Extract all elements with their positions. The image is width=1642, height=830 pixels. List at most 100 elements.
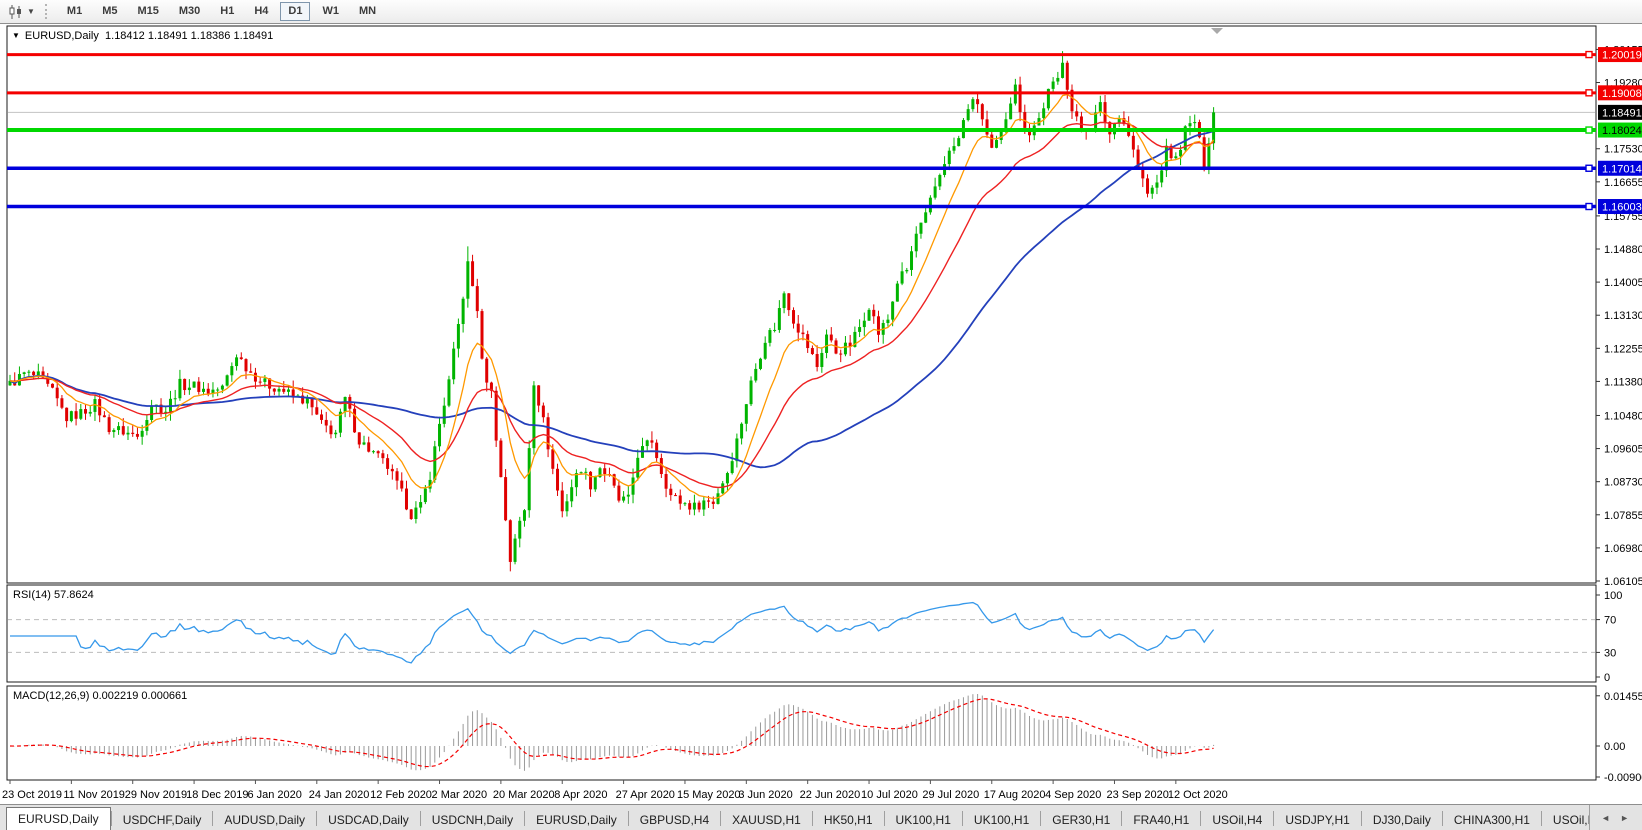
- chart-tab-usdcad-daily[interactable]: USDCAD,Daily: [328, 813, 409, 827]
- candle-body: [371, 451, 375, 453]
- chart-tab-dj30-daily[interactable]: DJ30,Daily: [1372, 813, 1431, 827]
- candlestick-chart-icon[interactable]: [6, 3, 26, 21]
- price-tick-label[interactable]: 1.14880: [1604, 244, 1642, 256]
- line-handle[interactable]: [1585, 50, 1593, 59]
- price-tick-label[interactable]: 1.07855: [1604, 510, 1642, 522]
- chart-type-dropdown-icon[interactable]: ▼: [27, 7, 35, 16]
- candle-body: [192, 381, 196, 388]
- candle-body: [522, 510, 526, 521]
- candle-body: [598, 468, 602, 478]
- toolbar-grip[interactable]: [44, 4, 47, 19]
- chart-tab-eurusd-daily[interactable]: EURUSD,Daily: [6, 807, 111, 830]
- tab-scroll-right-icon[interactable]: ►: [1620, 812, 1629, 823]
- candle-body: [905, 269, 909, 272]
- price-tag-1.16003[interactable]: [1598, 199, 1642, 215]
- rsi-tick-label[interactable]: 100: [1604, 590, 1622, 602]
- rsi-layer[interactable]: [7, 601, 1596, 664]
- date-label[interactable]: 11 Nov 2019: [63, 789, 125, 801]
- price-tag-1.20019[interactable]: [1598, 47, 1642, 63]
- date-label[interactable]: 3 Jun 2020: [738, 789, 792, 801]
- price-tick-label[interactable]: 1.09605: [1604, 444, 1642, 456]
- timeframe-button-d1[interactable]: D1: [280, 2, 311, 21]
- date-label[interactable]: 29 Jul 2020: [922, 789, 979, 801]
- chart-tab-uk100-h1[interactable]: UK100,H1: [895, 813, 951, 827]
- candle-body: [1212, 112, 1216, 144]
- chart-tab-china300-h1[interactable]: CHINA300,H1: [1453, 813, 1530, 827]
- line-handle[interactable]: [1585, 202, 1593, 211]
- timeframe-button-m30[interactable]: M30: [171, 2, 208, 21]
- line-handle[interactable]: [1585, 89, 1593, 97]
- macd-tick-label[interactable]: -0.009001: [1604, 772, 1642, 784]
- date-label[interactable]: 12 Feb 2020: [370, 789, 432, 801]
- candle-body: [1103, 102, 1107, 122]
- date-label[interactable]: 2 Mar 2020: [432, 789, 488, 801]
- chart-tab-usdjpy-h1[interactable]: USDJPY,H1: [1285, 813, 1350, 827]
- chart-tab-fra40-h1[interactable]: FRA40,H1: [1133, 813, 1190, 827]
- chart-tab-hk50-h1[interactable]: HK50,H1: [823, 813, 873, 827]
- price-tick-label[interactable]: 1.14005: [1604, 277, 1642, 289]
- tab-scroll-left-icon[interactable]: ◄: [1601, 812, 1611, 823]
- timeframe-button-m15[interactable]: M15: [129, 2, 166, 21]
- date-label[interactable]: 27 Apr 2020: [616, 789, 675, 801]
- chart-tab-uk100-h1[interactable]: UK100,H1: [973, 813, 1030, 827]
- macd-tick-label[interactable]: 0.00: [1604, 741, 1625, 753]
- timeframe-button-h4[interactable]: H4: [246, 2, 276, 21]
- rsi-tick-label[interactable]: 70: [1604, 615, 1616, 627]
- price-tick-label[interactable]: 1.16655: [1604, 177, 1642, 189]
- chart-tab-audusd-daily[interactable]: AUDUSD,Daily: [224, 813, 306, 827]
- rsi-tick-label[interactable]: 0: [1604, 672, 1610, 684]
- timeframe-button-m1[interactable]: M1: [59, 2, 90, 21]
- timeframe-button-m5[interactable]: M5: [94, 2, 125, 21]
- date-label[interactable]: 20 Mar 2020: [493, 789, 555, 801]
- date-label[interactable]: 29 Nov 2019: [125, 789, 187, 801]
- line-handle[interactable]: [1585, 164, 1593, 172]
- timeframe-button-h1[interactable]: H1: [212, 2, 242, 21]
- price-tag-1.19008[interactable]: [1598, 85, 1642, 101]
- chart-tab-ger30-h1[interactable]: GER30,H1: [1052, 813, 1111, 827]
- chart-tab-usoil-h1[interactable]: USOil,H1: [1552, 813, 1589, 827]
- rsi-tick-label[interactable]: 30: [1604, 647, 1616, 659]
- price-tick-label[interactable]: 1.13130: [1604, 310, 1642, 322]
- candle-body: [381, 453, 385, 459]
- candle-body: [107, 417, 111, 433]
- date-label[interactable]: 24 Jan 2020: [309, 789, 370, 801]
- timeframe-button-mn[interactable]: MN: [351, 2, 384, 21]
- macd-tick-label[interactable]: 0.014556: [1604, 691, 1642, 703]
- date-label[interactable]: 10 Jul 2020: [861, 789, 918, 801]
- timeframe-button-w1[interactable]: W1: [314, 2, 347, 21]
- collapse-chart-icon[interactable]: ▼: [12, 31, 20, 40]
- price-tag-1.17014[interactable]: [1598, 160, 1642, 176]
- price-tick-label[interactable]: 1.06980: [1604, 543, 1642, 555]
- macd-layer[interactable]: [9, 693, 1215, 771]
- price-tick-label[interactable]: 1.10480: [1604, 410, 1642, 422]
- date-label[interactable]: 18 Dec 2019: [186, 789, 248, 801]
- date-label[interactable]: 8 Apr 2020: [554, 789, 607, 801]
- line-handle[interactable]: [1585, 126, 1593, 134]
- price-tick-label[interactable]: 1.17530: [1604, 144, 1642, 156]
- price-tick-label[interactable]: 1.08730: [1604, 477, 1642, 489]
- date-label[interactable]: 12 Oct 2020: [1168, 789, 1228, 801]
- candle-body: [862, 320, 866, 328]
- date-label[interactable]: 4 Sep 2020: [1045, 789, 1101, 801]
- date-label[interactable]: 6 Jan 2020: [247, 789, 301, 801]
- candle-body: [253, 372, 257, 382]
- candle-body: [150, 406, 154, 420]
- date-label[interactable]: 22 Jun 2020: [800, 789, 861, 801]
- chart-tab-gbpusd-h4[interactable]: GBPUSD,H4: [639, 813, 710, 827]
- price-tag-1.18491[interactable]: [1598, 104, 1642, 120]
- chart-tab-usoil-h4[interactable]: USOil,H4: [1212, 813, 1263, 827]
- price-tick-label[interactable]: 1.06105: [1604, 576, 1642, 588]
- candle-body: [225, 375, 229, 386]
- price-tick-label[interactable]: 1.12255: [1604, 343, 1642, 355]
- price-tick-label[interactable]: 1.11380: [1604, 376, 1642, 388]
- price-tag-1.18024[interactable]: [1598, 122, 1642, 138]
- date-label[interactable]: 23 Sep 2020: [1106, 789, 1168, 801]
- date-label[interactable]: 23 Oct 2019: [2, 789, 62, 801]
- chart-tab-usdcnh-daily[interactable]: USDCNH,Daily: [431, 813, 514, 827]
- date-label[interactable]: 15 May 2020: [677, 789, 741, 801]
- chart-tab-xauusd-h1[interactable]: XAUUSD,H1: [732, 813, 801, 827]
- chart-tab-eurusd-daily[interactable]: EURUSD,Daily: [536, 813, 617, 827]
- date-label[interactable]: 17 Aug 2020: [984, 789, 1046, 801]
- chart-tab-usdchf-daily[interactable]: USDCHF,Daily: [122, 813, 202, 827]
